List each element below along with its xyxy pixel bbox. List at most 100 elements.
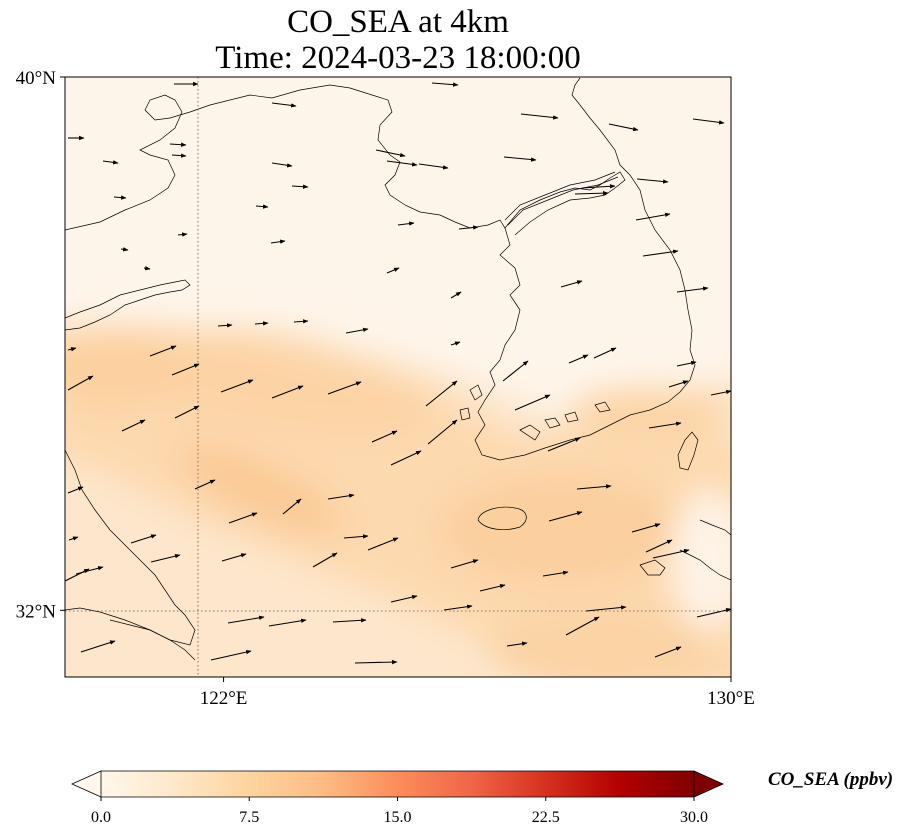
wind-vector-arrow xyxy=(169,142,187,147)
wind-vector-arrow xyxy=(130,534,157,544)
wind-vector-arrow xyxy=(443,604,473,611)
colorbar-tick-label: 7.5 xyxy=(239,809,259,826)
wind-vector-arrow xyxy=(568,354,589,364)
wind-vector-arrow xyxy=(574,190,609,196)
wind-vector-arrow xyxy=(271,385,304,399)
lon-tick-label: 122°E xyxy=(200,688,248,709)
concentration-field xyxy=(65,77,731,677)
wind-vector-arrow xyxy=(668,380,689,388)
wind-vector-arrow xyxy=(75,566,104,575)
wind-vector-arrow xyxy=(312,552,338,568)
map-title: CO_SEA at 4km xyxy=(287,4,509,40)
wind-vector-arrow xyxy=(654,646,682,658)
wind-vector-arrow xyxy=(80,640,116,653)
wind-vector-arrow xyxy=(282,498,302,515)
wind-vector-arrow xyxy=(67,347,77,352)
wind-vector-arrow xyxy=(375,149,406,158)
colorbar-gradient xyxy=(101,771,694,797)
wind-vector-arrow xyxy=(120,247,129,252)
wind-vector-arrow xyxy=(65,568,90,582)
wind-vector-arrow xyxy=(227,615,265,624)
map-frame xyxy=(64,76,732,678)
lon-tick-label: 130°E xyxy=(707,688,755,709)
wind-vector-arrow xyxy=(642,249,679,257)
wind-vector-arrow xyxy=(343,534,369,539)
wind-vector-arrow xyxy=(648,421,682,429)
wind-vector-arrow xyxy=(67,486,84,494)
gridlines xyxy=(65,77,731,677)
wind-vectors xyxy=(65,81,731,665)
longitude-ticks: 122°E 130°E xyxy=(200,677,755,709)
wind-vector-arrow xyxy=(271,162,293,168)
wind-vector-arrow xyxy=(210,649,252,661)
wind-vector-arrow xyxy=(676,360,697,367)
wind-vector-arrow xyxy=(143,266,151,271)
wind-vector-arrow xyxy=(514,394,551,411)
wind-vector-arrow xyxy=(503,156,537,162)
colorbar-label: CO_SEA (ppbv) xyxy=(768,769,894,790)
wind-vector-arrow xyxy=(427,419,458,445)
wind-vector-arrow xyxy=(431,82,459,87)
wind-vector-arrow xyxy=(171,153,187,158)
wind-vector-arrow xyxy=(635,212,671,221)
wind-vector-arrow xyxy=(217,323,233,328)
wind-vector-arrow xyxy=(371,430,398,443)
wind-vector-arrow xyxy=(581,184,616,189)
wind-vector-arrow xyxy=(220,379,254,393)
wind-vector-arrow xyxy=(608,123,639,132)
wind-vector-arrow xyxy=(560,280,583,288)
wind-vector-arrow xyxy=(548,511,583,522)
wind-vector-arrow xyxy=(354,659,398,665)
wind-vector-arrow xyxy=(520,113,559,120)
wind-vector-arrow xyxy=(291,184,309,189)
wind-vector-arrow xyxy=(390,450,422,466)
wind-vector-arrow xyxy=(67,375,94,391)
wind-vector-arrow xyxy=(397,221,415,226)
wind-vector-arrow xyxy=(255,204,269,209)
wind-vector-arrow xyxy=(268,618,307,627)
wind-vector-arrow xyxy=(547,437,581,452)
wind-vector-arrow xyxy=(68,536,79,541)
wind-vector-arrow xyxy=(121,419,146,432)
map-subtitle-time: Time: 2024-03-23 18:00:00 xyxy=(215,40,581,76)
wind-vector-arrow xyxy=(171,363,200,376)
wind-vector-arrow xyxy=(676,286,709,293)
wind-vector-arrow xyxy=(345,327,369,334)
lat-tick-label: 40°N xyxy=(16,68,57,89)
latitude-ticks: 40°N 32°N xyxy=(16,68,65,622)
wind-vector-arrow xyxy=(585,605,627,612)
colorbar: 0.0 7.5 15.0 22.5 30.0 xyxy=(71,770,724,826)
colorbar-tick-label: 15.0 xyxy=(384,809,412,826)
wind-vector-arrow xyxy=(479,584,506,592)
wind-vector-arrow xyxy=(221,553,247,562)
wind-vector-arrow xyxy=(696,607,731,618)
wind-vector-arrow xyxy=(194,479,216,490)
wind-vector-arrow xyxy=(293,319,309,324)
colorbar-extend-low xyxy=(71,770,102,798)
wind-vector-arrow xyxy=(367,537,399,551)
colorbar-tick-label: 30.0 xyxy=(680,809,708,826)
wind-vector-arrow xyxy=(332,618,367,623)
wind-vector-arrow xyxy=(177,232,188,237)
coastlines xyxy=(65,77,731,661)
wind-vector-arrow xyxy=(149,345,177,357)
wind-vector-arrow xyxy=(576,484,612,490)
wind-vector-arrow xyxy=(542,570,569,577)
wind-vector-arrow xyxy=(631,523,661,533)
wind-vector-arrow xyxy=(710,389,731,396)
wind-vector-arrow xyxy=(565,616,600,636)
wind-vector-arrow xyxy=(113,195,127,200)
wind-vector-arrow xyxy=(386,160,418,167)
wind-vector-arrow xyxy=(150,554,181,563)
wind-vector-arrow xyxy=(450,341,461,346)
wind-vector-arrow xyxy=(506,641,528,647)
wind-vector-arrow xyxy=(502,360,529,382)
wind-vector-arrow xyxy=(450,559,479,569)
wind-vector-arrow xyxy=(636,178,669,184)
wind-vector-arrow xyxy=(425,380,458,407)
colorbar-ticks: 0.0 7.5 15.0 22.5 30.0 xyxy=(91,797,708,826)
wind-vector-arrow xyxy=(458,225,479,230)
wind-vector-arrow xyxy=(254,321,269,326)
wind-vector-arrow xyxy=(228,512,258,524)
